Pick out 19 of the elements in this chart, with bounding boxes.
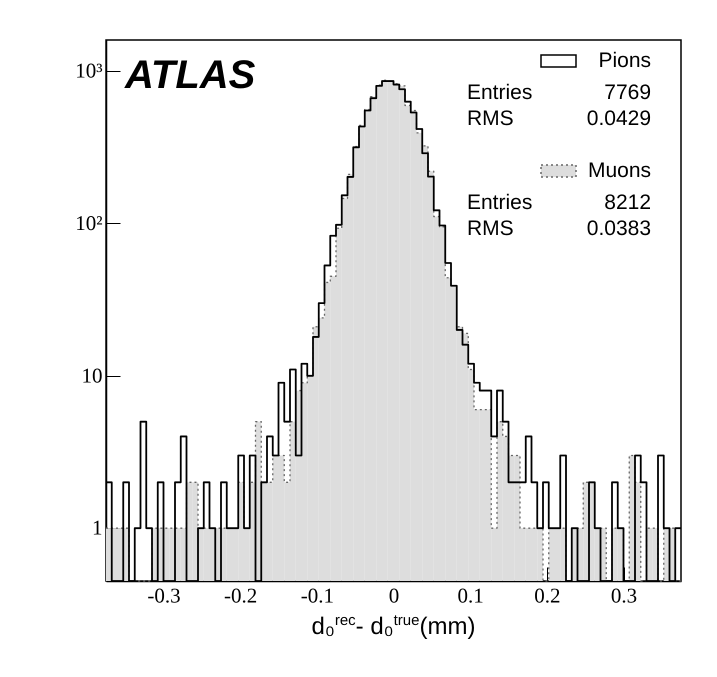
y-tick-label: 1 (92, 516, 102, 540)
x-tick-label: 0.2 (534, 584, 560, 608)
x-tick-label: 0 (388, 584, 400, 608)
text: Entries 7769 (467, 81, 651, 104)
y-tick-label: 10 (82, 363, 102, 388)
text: RMS 0.0429 (467, 107, 651, 130)
legend-label: Pions (598, 49, 651, 72)
x-tick-label: -0.1 (300, 584, 334, 608)
text: Entries 8212 (467, 191, 651, 214)
text: RMS 0.0383 (467, 217, 651, 240)
x-tick-label: 0.1 (458, 584, 484, 608)
x-tick-label: 0.3 (610, 584, 638, 608)
y-tick-label: 10² (75, 210, 102, 235)
x-tick-label: -0.3 (147, 584, 181, 608)
x-tick-label: -0.2 (224, 584, 258, 608)
y-tick-label: 10³ (75, 58, 102, 83)
x-axis-title: d₀$^{rec}$- d₀$^{true}$(mm) (310, 612, 476, 641)
annotation: ATLAS (124, 53, 256, 97)
legend-label: Muons (588, 159, 651, 182)
